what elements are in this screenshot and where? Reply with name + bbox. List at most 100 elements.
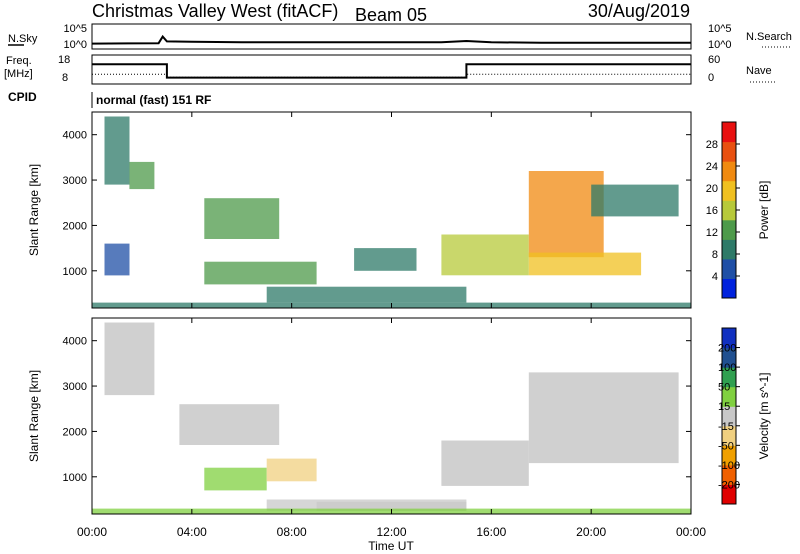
nsky-label: N.Sky <box>8 33 38 45</box>
colorbar-swatch <box>722 425 736 446</box>
scatter-patch <box>104 116 130 185</box>
nsky-tick-bottom: 10^0 <box>63 39 87 51</box>
colorbar-swatch <box>722 200 736 221</box>
colorbar-tick-label: 24 <box>706 161 718 173</box>
date-label: 30/Aug/2019 <box>588 1 690 21</box>
y-tick-label: 4000 <box>63 336 87 348</box>
colorbar-tick-label: 8 <box>712 249 718 261</box>
scatter-patch <box>204 467 267 491</box>
scatter-patch <box>104 322 155 396</box>
velocity-ylabel: Slant Range [km] <box>27 370 41 462</box>
colorbar-swatch <box>722 484 736 505</box>
freq-frame <box>91 54 692 85</box>
x-tick-label: 00:00 <box>676 525 706 539</box>
time-axis-ticks: 00:00 04:00 08:00 12:00 16:00 20:00 00:00 <box>77 112 706 539</box>
cpid-text: normal (fast) 151 RF <box>96 93 211 107</box>
y-tick-label: 2000 <box>63 426 87 438</box>
y-tick-label: 3000 <box>63 175 87 187</box>
station-title: Christmas Valley West (fitACF) <box>92 1 338 21</box>
colorbar-tick-label: 100 <box>718 362 736 374</box>
colorbar-tick-label: 15 <box>718 401 730 413</box>
x-tick-label: 20:00 <box>576 525 606 539</box>
scatter-patch <box>129 161 155 190</box>
nave-tick-top: 60 <box>708 54 720 66</box>
power-panel: 1000 2000 3000 4000 Slant Range [km] 4 8 12 16… <box>27 111 771 309</box>
x-tick-label: 16:00 <box>476 525 506 539</box>
nsky-strip: N.Sky 10^5 10^0 10^5 10^0 N.Search <box>8 23 792 51</box>
scatter-patch <box>266 286 467 303</box>
scatter-patch <box>441 234 529 276</box>
nsearch-tick-bottom: 10^0 <box>708 39 732 51</box>
freq-label-2: [MHz] <box>4 68 33 80</box>
scatter-patch <box>104 243 130 276</box>
nsky-series-line <box>91 34 691 45</box>
scatter-patch <box>354 248 417 271</box>
nsky-frame <box>91 23 692 50</box>
velocity-colorbar: 200 100 50 15 -15 -50 -100 -200 <box>718 327 740 505</box>
nave-series-line <box>92 73 691 78</box>
scatter-patch <box>266 458 317 482</box>
velocity-cbar-label: Velocity [m s^-1] <box>757 373 771 460</box>
y-tick-label: 3000 <box>63 381 87 393</box>
y-tick-label: 1000 <box>63 266 87 278</box>
colorbar-tick-label: 4 <box>712 271 718 283</box>
velocity-heatmap-cells <box>92 322 691 514</box>
freq-label-1: Freq. <box>6 55 32 67</box>
scatter-patch <box>591 184 679 217</box>
scatter-patch <box>528 372 679 464</box>
colorbar-tick-label: -200 <box>718 479 740 491</box>
freq-series-line <box>92 63 691 79</box>
colorbar-swatch <box>722 445 736 466</box>
power-colorbar: 4 8 12 16 20 24 28 <box>706 121 740 299</box>
freq-tick-top: 18 <box>58 54 70 66</box>
colorbar-swatch <box>722 347 736 368</box>
colorbar-swatch <box>722 328 736 349</box>
scatter-patch <box>204 261 317 285</box>
colorbar-tick-label: 50 <box>718 382 730 394</box>
scatter-patch <box>179 404 280 445</box>
y-tick-label: 4000 <box>63 130 87 142</box>
nave-label: Nave <box>746 65 772 77</box>
x-tick-label: 00:00 <box>77 525 107 539</box>
colorbar-swatch <box>722 406 736 427</box>
colorbar-tick-label: 200 <box>718 343 736 355</box>
power-y-ticks: 1000 2000 3000 4000 <box>63 130 691 278</box>
beam-label: Beam 05 <box>355 5 427 25</box>
colorbar-tick-label: -100 <box>718 460 740 472</box>
power-heatmap-cells <box>92 116 691 308</box>
x-tick-label: 04:00 <box>177 525 207 539</box>
colorbar-swatch <box>722 386 736 407</box>
y-tick-label: 1000 <box>63 472 87 484</box>
colorbar-tick-label: -15 <box>718 421 734 433</box>
nsearch-label: N.Search <box>746 31 792 43</box>
colorbar-swatch <box>722 258 736 279</box>
time-axis-label: Time UT <box>368 539 414 553</box>
colorbar-swatch <box>722 464 736 485</box>
colorbar-tick-label: -50 <box>718 440 734 452</box>
velocity-panel: 1000 2000 3000 4000 Slant Range [km] 200 100… <box>27 317 771 515</box>
velocity-y-ticks: 1000 2000 3000 4000 <box>63 336 691 484</box>
colorbar-swatch <box>722 122 736 143</box>
colorbar-swatch <box>722 161 736 182</box>
colorbar-swatch <box>722 219 736 240</box>
power-ylabel: Slant Range [km] <box>27 164 41 256</box>
colorbar-swatch <box>722 239 736 260</box>
x-tick-label: 08:00 <box>277 525 307 539</box>
scatter-patch <box>441 440 529 486</box>
cpid-label: CPID <box>8 90 37 104</box>
colorbar-tick-label: 12 <box>706 227 718 239</box>
scatter-patch <box>204 198 280 239</box>
colorbar-tick-label: 20 <box>706 183 718 195</box>
y-tick-label: 2000 <box>63 220 87 232</box>
colorbar-swatch <box>722 367 736 388</box>
freq-strip: Freq. [MHz] 18 8 60 0 Nave <box>4 54 775 85</box>
nsky-tick-top: 10^5 <box>63 23 87 35</box>
colorbar-tick-label: 28 <box>706 139 718 151</box>
colorbar-swatch <box>722 278 736 299</box>
colorbar-swatch <box>722 141 736 162</box>
power-cbar-label: Power [dB] <box>757 181 771 240</box>
colorbar-tick-label: 16 <box>706 205 718 217</box>
x-tick-label: 12:00 <box>376 525 406 539</box>
colorbar-frame <box>721 327 737 505</box>
